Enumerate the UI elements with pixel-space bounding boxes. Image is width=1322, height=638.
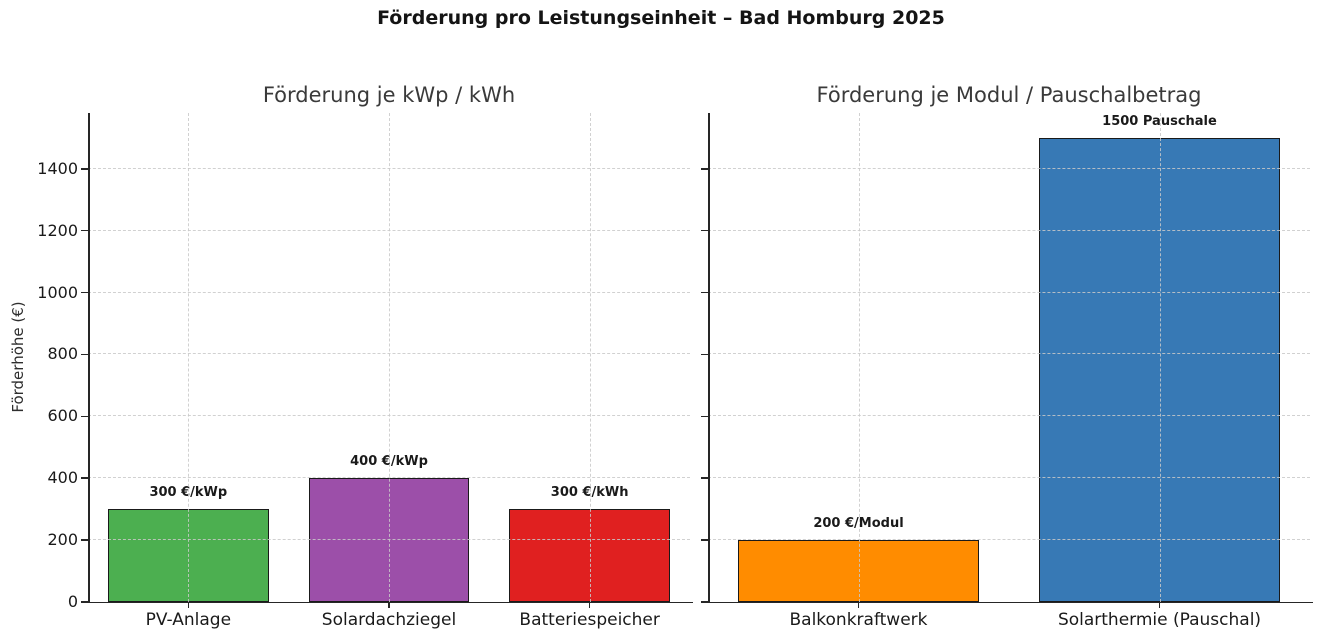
bar — [1039, 137, 1280, 602]
y-tick-label: 1000 — [37, 282, 78, 302]
plot-area-right: 200 €/Modul Balkonkraftwerk 1500 Pauschale… — [701, 113, 1313, 630]
y-tick-label: 600 — [47, 406, 78, 426]
y-tick — [81, 229, 88, 232]
y-tick — [701, 539, 708, 541]
gridline-horizontal — [88, 291, 690, 293]
gridline-horizontal — [88, 415, 690, 417]
plot-area-left: 300 €/kWp PV-Anlage 400 €/kWp Solardachzieg… — [37, 113, 693, 630]
gridline-vertical — [858, 113, 860, 602]
gridline-horizontal — [88, 229, 690, 231]
x-tick — [857, 603, 860, 608]
gridline-horizontal — [708, 167, 1310, 169]
x-tick — [187, 603, 190, 608]
gridline-horizontal — [88, 167, 690, 169]
y-tick — [81, 415, 88, 418]
y-tick-label: 800 — [47, 344, 78, 364]
x-tick-label: Solarthermie (Pauschal) — [1057, 610, 1262, 630]
subplot-right-title: Förderung je Modul / Pauschalbetrag — [816, 83, 1202, 107]
y-tick-label: 200 — [47, 530, 78, 550]
x-tick-label: Solardachziegel — [321, 610, 457, 630]
x-tick-label: Balkonkraftwerk — [789, 610, 928, 630]
y-tick-label: 400 — [47, 468, 78, 488]
gridline-horizontal — [88, 353, 690, 355]
gridline-horizontal — [88, 477, 690, 479]
x-tick — [1158, 603, 1161, 608]
subplot-right: Förderung je Modul / Pauschalbetrag 200 … — [701, 0, 1313, 638]
x-axis-spine — [708, 601, 1313, 603]
gridline-vertical — [188, 113, 190, 602]
subplot-left: Förderung je kWp / kWh 300 €/kWp PV-Anlag… — [37, 0, 693, 638]
gridline-vertical — [589, 113, 591, 602]
x-tick-label: Batteriespeicher — [519, 610, 660, 630]
figure-title: Förderung pro Leistungseinheit – Bad Hom… — [377, 7, 945, 29]
gridline-horizontal — [88, 539, 690, 541]
y-tick-label: 0 — [67, 592, 78, 611]
y-axis-spine — [708, 113, 710, 602]
y-tick — [701, 477, 708, 480]
y-tick — [81, 291, 88, 294]
gridline-horizontal — [708, 477, 1310, 479]
y-tick — [81, 167, 88, 170]
x-tick — [588, 603, 591, 608]
y-tick — [701, 167, 708, 170]
x-tick — [388, 603, 390, 608]
gridline-horizontal — [708, 539, 1310, 541]
y-tick — [701, 415, 708, 418]
y-tick — [701, 229, 708, 232]
y-tick — [701, 601, 708, 603]
y-tick — [81, 353, 88, 356]
y-tick-label: 1400 — [37, 158, 78, 178]
gridline-vertical — [1159, 113, 1161, 602]
x-tick-label: PV-Anlage — [145, 610, 232, 630]
y-tick-label: 1200 — [37, 220, 78, 240]
gridline-vertical — [389, 113, 390, 602]
y-tick — [81, 539, 88, 541]
gridline-horizontal — [708, 291, 1310, 293]
y-tick — [81, 601, 88, 603]
bar — [738, 540, 979, 602]
gridline-horizontal — [708, 229, 1310, 231]
y-tick — [81, 477, 88, 480]
gridline-horizontal — [708, 415, 1310, 417]
subplot-left-title: Förderung je kWp / kWh — [262, 83, 516, 107]
y-axis-spine — [88, 113, 90, 602]
gridline-horizontal — [708, 353, 1310, 355]
y-tick — [701, 353, 708, 356]
y-tick — [701, 291, 708, 294]
x-axis-spine — [88, 601, 693, 603]
